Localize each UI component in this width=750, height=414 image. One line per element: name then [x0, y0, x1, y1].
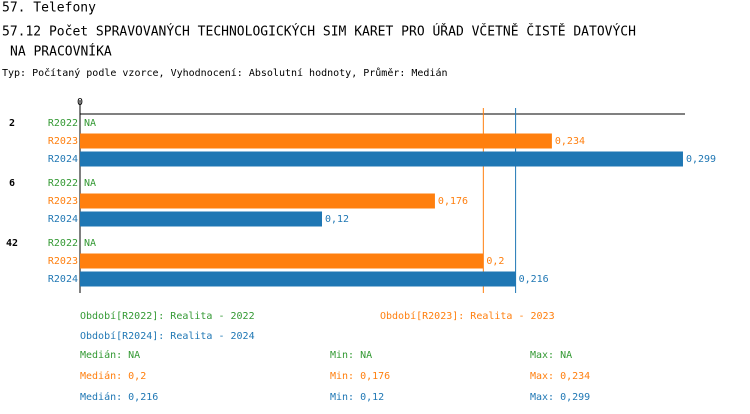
bar — [80, 133, 552, 149]
series-row-label: R2024 — [48, 274, 78, 285]
stat-label: Min: 0,12 — [330, 392, 384, 403]
chart-title: NA PRACOVNÍKA — [10, 44, 112, 60]
stat-label: Max: NA — [530, 350, 572, 361]
value-label: NA — [84, 178, 96, 189]
stat-label: Medián: 0,216 — [80, 391, 158, 403]
chart-title: 57.12 Počet SPRAVOVANÝCH TECHNOLOGICKÝCH… — [2, 24, 636, 40]
bar — [80, 193, 435, 209]
bar — [80, 211, 322, 227]
series-row-label: R2023 — [48, 256, 78, 267]
bar — [80, 151, 683, 167]
category-label: 2 — [9, 118, 15, 129]
legend-entry: Období[R2023]: Realita - 2023 — [380, 310, 555, 322]
section-title: 57. Telefony — [2, 1, 96, 16]
series-row-label: R2022 — [48, 178, 78, 189]
series-row-label: R2022 — [48, 118, 78, 129]
stat-label: Medián: 0,2 — [80, 370, 146, 382]
stat-label: Max: 0,299 — [530, 392, 590, 403]
legend-entry: Období[R2024]: Realita - 2024 — [80, 330, 255, 342]
stat-label: Medián: NA — [80, 349, 140, 361]
series-row-label: R2023 — [48, 196, 78, 207]
bar — [80, 271, 516, 287]
series-row-label: R2024 — [48, 154, 78, 165]
stat-label: Min: 0,176 — [330, 371, 390, 382]
value-label: 0,12 — [325, 214, 349, 225]
value-label: NA — [84, 238, 96, 249]
series-row-label: R2023 — [48, 136, 78, 147]
series-row-label: R2022 — [48, 238, 78, 249]
subtitle: Typ: Počítaný podle vzorce, Vyhodnocení:… — [2, 67, 448, 79]
stat-label: Min: NA — [330, 350, 372, 361]
bar — [80, 253, 484, 269]
category-label: 6 — [9, 178, 15, 189]
value-label: 0,2 — [486, 256, 504, 267]
stat-label: Max: 0,234 — [530, 371, 590, 382]
value-label: 0,234 — [555, 136, 585, 147]
legend-entry: Období[R2022]: Realita - 2022 — [80, 310, 255, 322]
value-label: 0,176 — [438, 196, 468, 207]
value-label: 0,216 — [519, 274, 549, 285]
series-row-label: R2024 — [48, 214, 78, 225]
value-label: NA — [84, 118, 96, 129]
value-label: 0,299 — [686, 154, 716, 165]
x-tick-label: 0 — [77, 97, 83, 108]
category-label: 42 — [6, 238, 18, 249]
